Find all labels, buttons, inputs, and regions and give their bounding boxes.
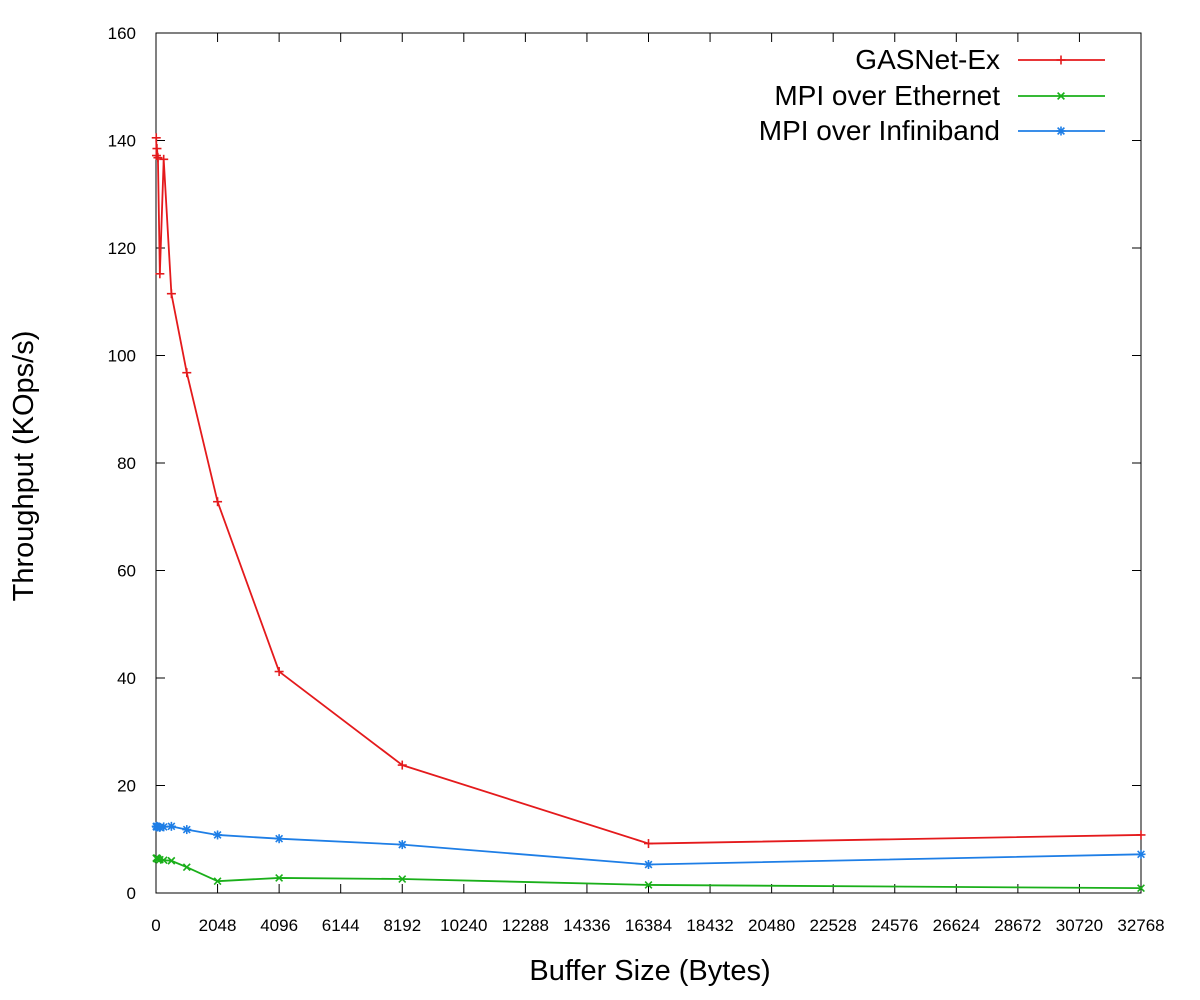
legend-label: GASNet-Ex: [855, 44, 1000, 75]
x-tick-label: 30720: [1056, 916, 1103, 935]
legend-label: MPI over Ethernet: [774, 80, 1000, 111]
series-line: [155, 137, 1142, 845]
data-point: [182, 825, 192, 835]
y-tick-label: 120: [108, 239, 136, 258]
data-point: [1136, 849, 1146, 859]
x-tick-label: 28672: [994, 916, 1041, 935]
x-tick-label: 0: [151, 916, 160, 935]
data-point: [1136, 830, 1146, 840]
data-point: [644, 880, 653, 889]
data-point: [167, 856, 176, 865]
data-point: [398, 875, 407, 883]
x-tick-label: 16384: [625, 916, 672, 935]
data-point: [182, 368, 192, 378]
x-axis-title: Buffer Size (Bytes): [529, 955, 770, 987]
data-point: [159, 154, 169, 164]
y-tick-label: 80: [117, 454, 136, 473]
data-point: [274, 667, 284, 677]
legend-marker: [1057, 92, 1065, 100]
data-point: [153, 855, 162, 864]
legend: GASNet-Ex MPI over Ethernet MPI over Infin…: [759, 44, 1105, 146]
data-point: [275, 874, 284, 882]
x-tick-label: 26624: [933, 916, 980, 935]
y-tick-label: 20: [117, 777, 136, 796]
y-tick-label: 100: [108, 347, 136, 366]
data-point: [274, 834, 284, 844]
data-point: [153, 153, 163, 163]
data-point: [644, 860, 653, 870]
y-axis-title: Throughput (KOps/s): [8, 331, 40, 602]
x-tick-label: 24576: [871, 916, 918, 935]
series-1: [152, 854, 1145, 893]
y-tick-label: 160: [108, 24, 136, 43]
plot-border: [155, 32, 1142, 894]
data-point: [213, 497, 223, 507]
data-point: [397, 760, 407, 770]
x-tick-label: 4096: [260, 916, 298, 935]
axis-ticks: 0 20 40 60 80 100 120 140 160 0 2048 4096 6144 8192 10…: [108, 24, 1165, 935]
legend-label: MPI over Infiniband: [759, 115, 1000, 146]
series-0: [151, 133, 1146, 849]
x-tick-label: 22528: [810, 916, 857, 935]
series-2: [151, 821, 1146, 870]
y-tick-label: 60: [117, 562, 136, 581]
data-point: [166, 289, 176, 299]
x-tick-label: 14336: [563, 916, 610, 935]
y-tick-label: 0: [127, 884, 136, 903]
legend-item: MPI over Ethernet: [774, 80, 1105, 111]
x-tick-label: 20480: [748, 916, 795, 935]
x-tick-label: 6144: [322, 916, 360, 935]
data-point: [213, 877, 222, 886]
data-point: [213, 830, 223, 840]
data-point: [166, 821, 176, 831]
legend-item: MPI over Infiniband: [759, 115, 1105, 146]
data-point: [152, 144, 162, 154]
y-tick-label: 40: [117, 669, 136, 688]
data-series: [151, 133, 1146, 893]
legend-marker: [1056, 55, 1066, 65]
x-tick-label: 10240: [440, 916, 487, 935]
x-tick-label: 12288: [502, 916, 549, 935]
data-point: [1137, 884, 1145, 893]
data-point: [182, 863, 191, 872]
x-tick-label: 2048: [199, 916, 237, 935]
legend-marker: [1056, 126, 1066, 136]
y-tick-label: 140: [108, 132, 136, 151]
data-point: [644, 839, 653, 849]
plot-frame: [155, 32, 1142, 894]
data-point: [159, 822, 169, 832]
x-tick-label: 18432: [686, 916, 733, 935]
x-tick-label: 8192: [383, 916, 421, 935]
data-point: [151, 133, 161, 143]
data-point: [159, 856, 168, 865]
data-point: [397, 840, 407, 850]
legend-item: GASNet-Ex: [855, 44, 1105, 75]
x-tick-label: 32768: [1117, 916, 1164, 935]
data-point: [155, 269, 165, 279]
